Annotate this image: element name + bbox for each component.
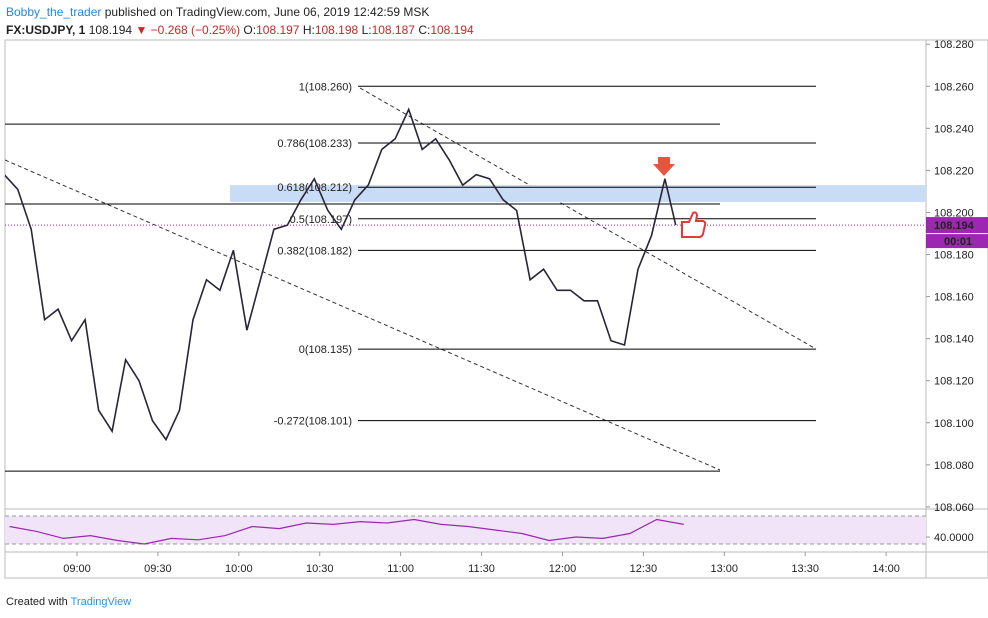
axes: 108.280108.260108.240108.220108.200108.1… <box>63 39 988 575</box>
ohlc-key: H: <box>303 23 315 37</box>
header-line-1: Bobby_the_trader published on TradingVie… <box>6 5 429 19</box>
y-tick-label: 108.200 <box>934 207 974 219</box>
last-price-label: 108.194 <box>934 220 975 232</box>
fib-label: 0.786(108.233) <box>277 138 352 150</box>
x-tick-label: 13:00 <box>711 563 739 575</box>
ohlc-key: C: <box>418 23 430 37</box>
y-tick-label: 108.060 <box>934 502 974 514</box>
fib-label: -0.618(108.057) <box>274 508 352 520</box>
ohlc-value: 108.194 <box>430 23 474 37</box>
symbol: FX:USDJPY, 1 <box>6 23 86 37</box>
ohlc-value: 108.197 <box>256 23 300 37</box>
fib-label: 1(108.260) <box>299 81 352 93</box>
y-tick-label: 108.280 <box>934 39 974 51</box>
rsi-line <box>9 518 684 545</box>
change: −0.268 (−0.25%) <box>151 23 240 37</box>
fib-label: 0.618(108.212) <box>277 182 352 194</box>
y-tick-label: 108.260 <box>934 81 974 93</box>
x-tick-label: 12:30 <box>630 563 658 575</box>
footer-brand[interactable]: TradingView <box>71 596 132 608</box>
y-tick-label: 108.100 <box>934 418 974 430</box>
y-tick-label: 108.140 <box>934 334 974 346</box>
x-tick-label: 11:30 <box>468 563 495 575</box>
published: published on TradingView.com, June 06, 2… <box>105 5 430 19</box>
countdown-box <box>926 234 988 249</box>
header-line-2: FX:USDJPY, 1 108.194 ▼ −0.268 (−0.25%) O… <box>6 23 474 37</box>
trend-line <box>5 159 721 471</box>
ohlc-value: 108.187 <box>372 23 416 37</box>
author[interactable]: Bobby_the_trader <box>6 5 101 19</box>
arrow: ▼ <box>135 23 147 37</box>
fib-label: -0.272(108.101) <box>274 416 352 428</box>
footer: Created with TradingView <box>6 596 131 608</box>
x-tick-label: 10:30 <box>306 563 334 575</box>
countdown-label: 00:01 <box>944 236 972 248</box>
fib-label: 0.5(108.197) <box>290 214 352 226</box>
price-line <box>5 107 677 442</box>
fib-label: 0(108.135) <box>299 344 352 356</box>
y-tick-label: 108.240 <box>934 123 974 135</box>
x-tick-label: 13:30 <box>791 563 819 575</box>
arrow-icon <box>653 157 675 176</box>
ohlc-key: O: <box>243 23 256 37</box>
x-tick-label: 11:00 <box>387 563 414 575</box>
zone <box>230 185 926 202</box>
y-tick-label: 108.120 <box>934 376 974 388</box>
main-pane: 1(108.260) 0.786(108.233) 0.618(108.212) 0.… <box>5 81 926 520</box>
x-tick-label: 10:00 <box>225 563 253 575</box>
fib-label: 0.382(108.182) <box>277 245 352 257</box>
rsi-band <box>5 516 926 545</box>
x-tick-label: 09:00 <box>63 563 91 575</box>
y-tick-label: 108.220 <box>934 165 974 177</box>
ohlc-key: L: <box>362 23 372 37</box>
rsi-pane <box>5 515 926 545</box>
x-tick-label: 09:30 <box>144 563 172 575</box>
thumb-icon <box>681 211 707 238</box>
price: 108.194 <box>89 23 133 37</box>
x-tick-label: 14:00 <box>872 563 900 575</box>
ohlc-value: 108.198 <box>315 23 359 37</box>
y-tick-label: 108.180 <box>934 250 974 262</box>
y-tick-label: 108.160 <box>934 292 974 304</box>
y-tick-label: 108.080 <box>934 460 974 472</box>
chart-frame <box>4 39 988 579</box>
last-price-box <box>926 217 988 234</box>
x-tick-label: 12:00 <box>549 563 577 575</box>
rsi-tick-label: 40.0000 <box>934 532 974 544</box>
footer-text: Created with <box>6 596 68 608</box>
